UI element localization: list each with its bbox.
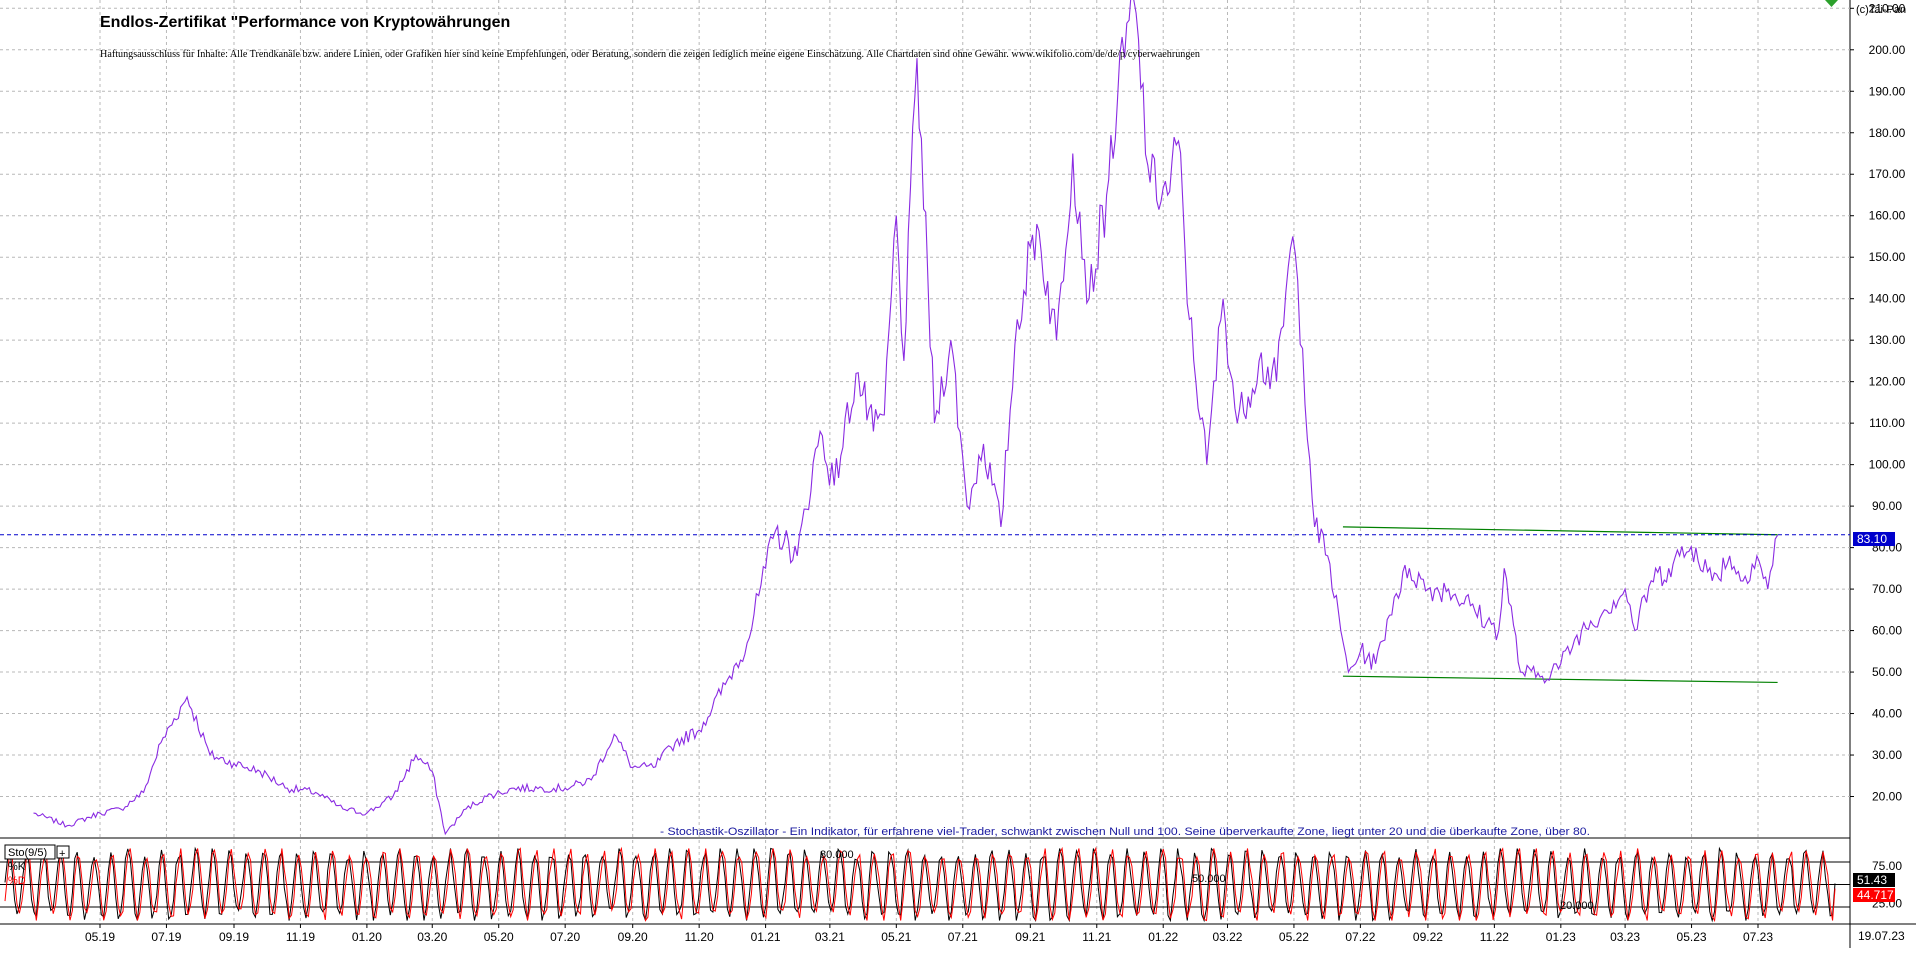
x-tick-label: 05.19 bbox=[85, 930, 115, 944]
y-tick-label: 20.00 bbox=[1872, 790, 1902, 804]
y-tick-label: 30.00 bbox=[1872, 748, 1902, 762]
oscillator-tick-label: 75.00 bbox=[1872, 859, 1902, 873]
chart-labels: Endlos-Zertifikat "Performance von Krypt… bbox=[4, 0, 1906, 943]
x-tick-label: 03.20 bbox=[417, 930, 447, 944]
y-tick-label: 70.00 bbox=[1872, 582, 1902, 596]
y-tick-label: 160.00 bbox=[1869, 209, 1906, 223]
indicator-label-box[interactable] bbox=[4, 844, 56, 860]
d-value-badge bbox=[1853, 888, 1895, 902]
arrow-marker-icon bbox=[1825, 0, 1838, 7]
x-tick-label: 09.19 bbox=[219, 930, 249, 944]
k-value-label: 51.43 bbox=[1857, 873, 1887, 887]
x-tick-label: 07.21 bbox=[948, 930, 978, 944]
main-series bbox=[33, 0, 1779, 836]
y-tick-label: 40.00 bbox=[1872, 707, 1902, 721]
copyright-label: (c)Tai-Pan bbox=[1856, 4, 1906, 16]
x-tick-label: 07.23 bbox=[1743, 930, 1773, 944]
k-value-badge bbox=[1853, 873, 1895, 887]
y-axis-ticks: 20.0030.0040.0050.0060.0070.0080.0090.00… bbox=[1850, 1, 1906, 804]
y-tick-label: 130.00 bbox=[1869, 333, 1906, 347]
legend-d: %D bbox=[8, 875, 26, 887]
x-tick-label: 11.20 bbox=[685, 930, 714, 944]
x-tick-label: 05.22 bbox=[1279, 930, 1309, 944]
y-tick-label: 190.00 bbox=[1869, 84, 1906, 98]
trendline bbox=[1342, 675, 1778, 684]
plus-icon[interactable]: + bbox=[59, 848, 65, 860]
x-tick-label: 09.21 bbox=[1015, 930, 1045, 944]
x-tick-label: 03.23 bbox=[1610, 930, 1640, 944]
x-tick-label: 09.22 bbox=[1413, 930, 1443, 944]
x-tick-label: 11.19 bbox=[286, 930, 315, 944]
y-tick-label: 60.00 bbox=[1872, 624, 1902, 638]
level-80-label: 80.000 bbox=[820, 849, 854, 861]
x-axis-ticks: 05.19 07.19 09.19 11.19 01.20 03.20 05.20 07.20… bbox=[85, 924, 1773, 944]
legend-k: %K bbox=[8, 861, 26, 873]
indicator-label: Sto(9/5) bbox=[8, 847, 47, 859]
chart-title: Endlos-Zertifikat "Performance von Krypt… bbox=[100, 14, 510, 31]
x-tick-label: 07.19 bbox=[151, 930, 181, 944]
x-tick-label: 09.20 bbox=[618, 930, 648, 944]
stochastic-series bbox=[4, 846, 1836, 923]
y-tick-label: 180.00 bbox=[1869, 126, 1906, 140]
stochastic-line-k bbox=[4, 846, 1836, 923]
disclaimer-text: Haftungsausschluss für Inhalte: Alle Tre… bbox=[100, 49, 1200, 60]
price-line bbox=[33, 0, 1779, 836]
y-tick-label: 170.00 bbox=[1869, 167, 1906, 181]
y-tick-label: 140.00 bbox=[1869, 292, 1906, 306]
trendline bbox=[1342, 526, 1778, 536]
y-tick-label: 150.00 bbox=[1869, 250, 1906, 264]
y-tick-label: 200.00 bbox=[1869, 43, 1906, 57]
y-tick-label: 100.00 bbox=[1869, 458, 1906, 472]
last-date-label: 19.07.23 bbox=[1858, 929, 1905, 943]
expand-icon[interactable] bbox=[56, 845, 70, 859]
x-tick-label: 01.22 bbox=[1148, 930, 1178, 944]
stochastic-line-d bbox=[4, 846, 1836, 923]
x-tick-label: 11.21 bbox=[1082, 930, 1111, 944]
level-50-label: 50.000 bbox=[1192, 873, 1226, 885]
x-tick-label: 07.22 bbox=[1345, 930, 1375, 944]
current-value-badge bbox=[1853, 532, 1895, 546]
x-tick-label: 05.23 bbox=[1677, 930, 1707, 944]
y-tick-label: 90.00 bbox=[1872, 499, 1902, 513]
y-tick-label: 110.00 bbox=[1869, 416, 1905, 430]
x-tick-label: 05.20 bbox=[484, 930, 514, 944]
current-value-label: 83.10 bbox=[1857, 532, 1887, 546]
x-tick-label: 01.20 bbox=[352, 930, 382, 944]
trendlines bbox=[1342, 526, 1778, 684]
x-tick-label: 05.21 bbox=[881, 930, 911, 944]
level-20-label: 20.000 bbox=[1560, 900, 1594, 912]
y-tick-label: 120.00 bbox=[1869, 375, 1906, 389]
x-tick-label: 03.21 bbox=[815, 930, 845, 944]
y-tick-label: 50.00 bbox=[1872, 665, 1902, 679]
x-tick-label: 03.22 bbox=[1212, 930, 1242, 944]
x-tick-label: 07.20 bbox=[550, 930, 580, 944]
oscillator-description: - Stochastik-Oszillator - Ein Indikator,… bbox=[660, 826, 1590, 838]
d-value-label: 44.717 bbox=[1857, 888, 1894, 902]
x-tick-label: 01.23 bbox=[1546, 930, 1576, 944]
y-tick-label: 210.00 bbox=[1869, 1, 1906, 15]
x-tick-label: 01.21 bbox=[751, 930, 781, 944]
x-tick-label: 11.22 bbox=[1480, 930, 1509, 944]
